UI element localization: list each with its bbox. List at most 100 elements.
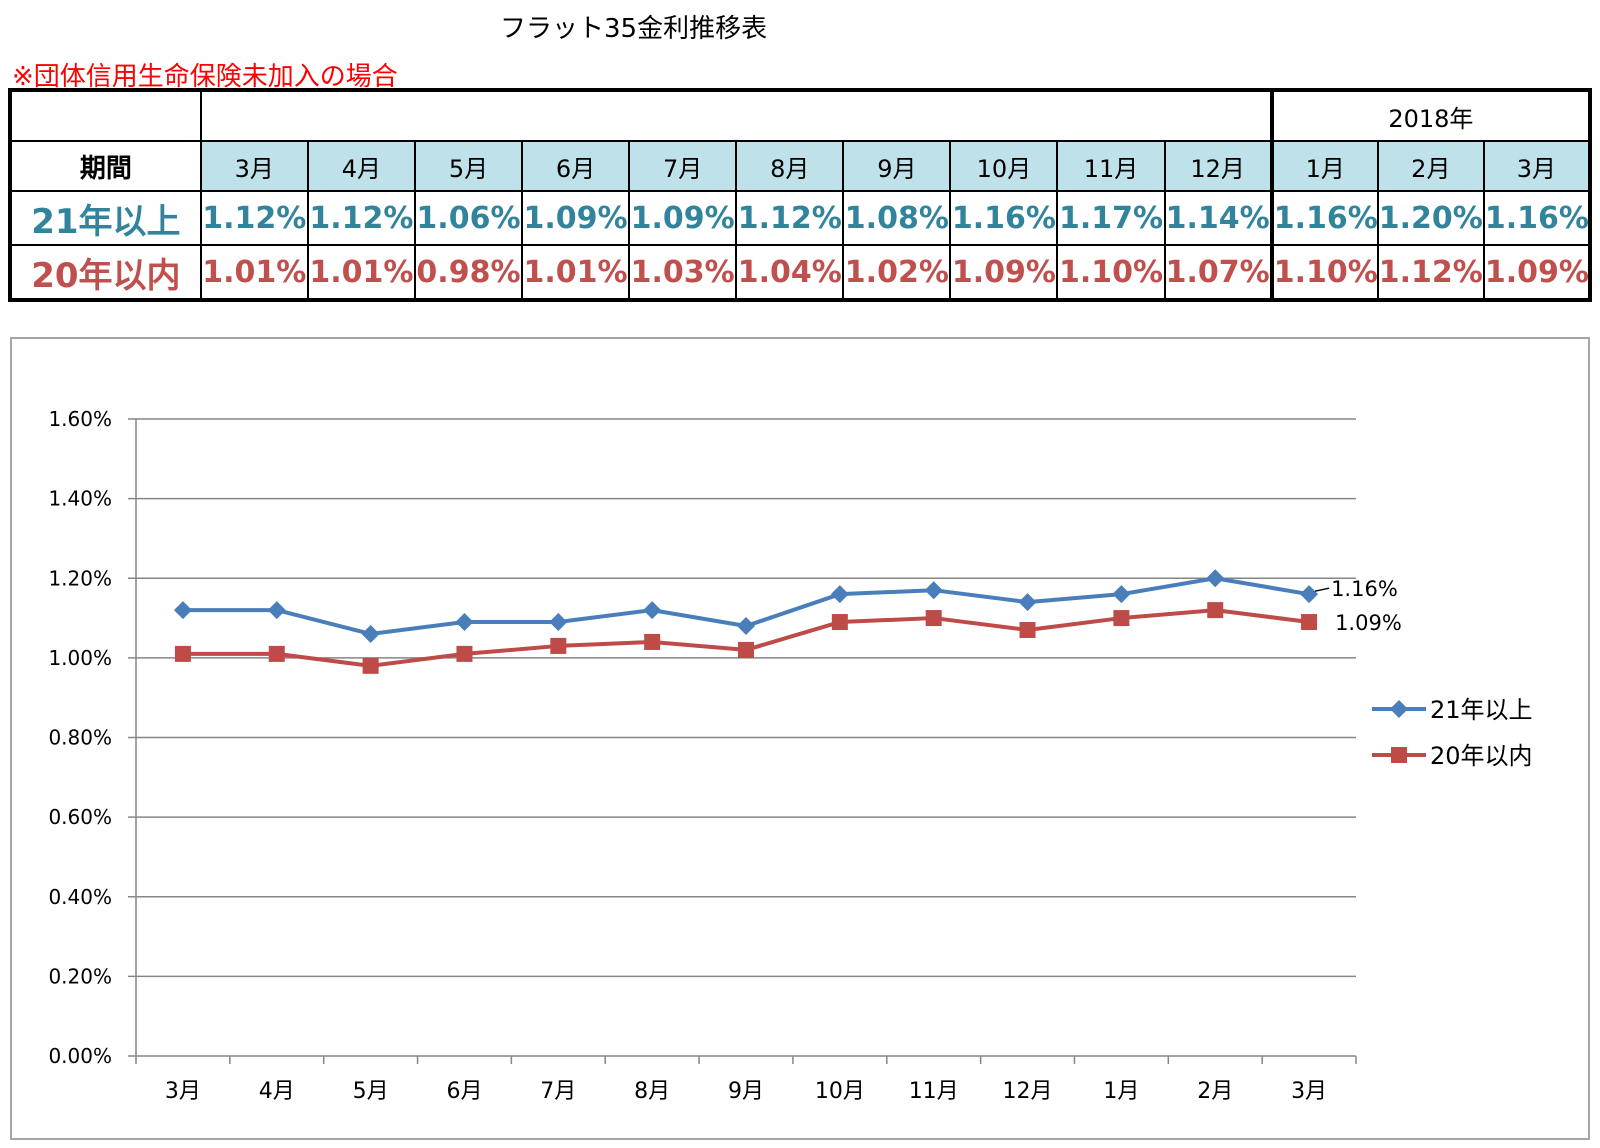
data-point-marker	[1018, 593, 1037, 612]
rate-cell-long-term: 1.12%	[199, 190, 309, 246]
data-point-marker	[643, 601, 662, 620]
row-label-short-term: 20年以内	[9, 244, 202, 301]
rate-cell-long-term: 1.09%	[521, 190, 631, 246]
data-point-marker	[173, 601, 192, 620]
month-row: 期間 3月 4月 5月 6月 7月 8月 9月 10月 11月 12月 1月 2月 3月	[9, 140, 1592, 192]
x-tick-label: 5月	[353, 1079, 389, 1104]
rate-cell-long-term: 1.12%	[306, 190, 416, 246]
month-header-cell: 7月	[628, 140, 738, 192]
data-point-marker	[830, 585, 849, 604]
month-header-cell: 6月	[521, 140, 631, 192]
table-blank-header	[199, 89, 1273, 142]
x-tick-label: 12月	[1003, 1079, 1053, 1104]
month-header-cell: 9月	[842, 140, 952, 192]
table-corner-cell	[9, 89, 202, 142]
legend-label: 20年以内	[1430, 742, 1533, 770]
y-tick-label: 0.80%	[48, 726, 112, 750]
rate-cell-short-term: 1.01%	[199, 244, 309, 301]
x-tick-label: 11月	[909, 1079, 959, 1104]
data-point-marker	[644, 633, 661, 650]
rate-cell-long-term: 1.08%	[842, 190, 952, 246]
data-point-marker	[549, 613, 568, 632]
data-point-marker	[1113, 610, 1130, 627]
x-tick-label: 8月	[634, 1079, 670, 1104]
rate-table: 2018年 期間 3月 4月 5月 6月 7月 8月 9月 10月 11月 12月 1月 2月 3月 2…	[8, 88, 1592, 302]
y-tick-label: 0.20%	[48, 964, 112, 988]
data-point-marker	[1019, 622, 1036, 639]
y-tick-label: 1.20%	[48, 566, 112, 590]
month-header-cell: 3月	[1482, 140, 1592, 192]
x-tick-label: 1月	[1103, 1079, 1139, 1104]
month-header-cell: 1月	[1269, 140, 1379, 192]
x-tick-label: 3月	[165, 1079, 201, 1104]
data-point-marker	[456, 645, 473, 662]
rate-cell-short-term: 1.12%	[1376, 244, 1485, 301]
rate-cell-short-term: 1.01%	[521, 244, 631, 301]
rate-cell-short-term: 1.03%	[628, 244, 738, 301]
x-tick-label: 3月	[1291, 1079, 1327, 1104]
rate-cell-long-term: 1.20%	[1376, 190, 1485, 246]
month-header-cell: 12月	[1163, 140, 1273, 192]
month-header-cell: 4月	[306, 140, 416, 192]
table-header-row: 2018年	[9, 89, 1592, 142]
data-point-marker	[1112, 585, 1131, 604]
month-header-cell: 8月	[735, 140, 845, 192]
rate-cell-short-term: 1.09%	[1482, 244, 1592, 301]
line-chart: 0.00% 0.20% 0.40% 0.60% 0.80% 1.00% 1.20% 1.40%…	[48, 407, 1533, 1104]
year-header: 2018年	[1269, 89, 1592, 142]
data-point-marker	[268, 645, 285, 662]
data-point-marker	[1206, 569, 1225, 588]
annotation-leader	[1314, 587, 1330, 592]
rate-cell-long-term: 1.16%	[949, 190, 1059, 246]
table-row-short-term: 20年以内 1.01% 1.01% 0.98% 1.01% 1.03% 1.04% 1.02…	[9, 244, 1592, 301]
rate-cell-long-term: 1.12%	[735, 190, 845, 246]
rate-cell-long-term: 1.17%	[1056, 190, 1166, 246]
data-label-long-term: 1.16%	[1331, 577, 1398, 601]
data-point-marker	[1301, 614, 1318, 631]
month-header-cell: 5月	[413, 140, 524, 192]
data-point-marker	[738, 641, 754, 658]
x-tick-label: 7月	[540, 1079, 576, 1104]
legend-marker	[1391, 747, 1407, 763]
month-header-cell: 10月	[949, 140, 1059, 192]
data-point-marker	[924, 581, 943, 600]
data-point-marker	[361, 624, 380, 643]
data-point-marker	[925, 610, 942, 627]
legend-marker	[1390, 700, 1408, 718]
page-title: フラット35金利推移表	[500, 14, 768, 44]
month-header-cell: 11月	[1056, 140, 1166, 192]
rate-cell-short-term: 1.02%	[842, 244, 952, 301]
rate-cell-long-term: 1.14%	[1163, 190, 1273, 246]
data-point-marker	[550, 637, 567, 654]
rate-cell-long-term: 1.16%	[1482, 190, 1592, 246]
rate-cell-long-term: 1.09%	[628, 190, 738, 246]
row-label-long-term: 21年以上	[9, 190, 202, 246]
rate-cell-short-term: 1.01%	[306, 244, 416, 301]
rate-cell-long-term: 1.06%	[413, 190, 524, 246]
rate-cell-short-term: 1.10%	[1269, 244, 1379, 301]
x-tick-label: 6月	[446, 1079, 482, 1104]
x-tick-label: 4月	[259, 1079, 295, 1104]
data-point-marker	[267, 601, 286, 620]
x-tick-label: 9月	[728, 1079, 764, 1104]
y-tick-label: 1.40%	[48, 487, 112, 511]
data-point-marker	[831, 614, 848, 631]
data-point-marker	[362, 657, 379, 674]
data-point-marker	[455, 613, 474, 632]
data-point-marker	[737, 617, 755, 636]
period-label: 期間	[9, 140, 202, 192]
y-tick-label: 0.40%	[48, 885, 112, 909]
x-tick-label: 10月	[815, 1079, 865, 1104]
month-header-cell: 3月	[199, 140, 309, 192]
rate-cell-short-term: 1.07%	[1163, 244, 1273, 301]
chart-area: 0.00% 0.20% 0.40% 0.60% 0.80% 1.00% 1.20% 1.40%…	[10, 337, 1590, 1140]
y-tick-label: 0.00%	[48, 1044, 112, 1068]
rate-cell-short-term: 0.98%	[413, 244, 524, 301]
y-tick-label: 1.00%	[48, 646, 112, 670]
legend-label: 21年以上	[1430, 696, 1533, 724]
rate-cell-short-term: 1.09%	[949, 244, 1059, 301]
data-point-marker	[174, 645, 191, 662]
data-point-marker	[1300, 585, 1319, 604]
note-text: ※団体信用生命保険未加入の場合	[12, 62, 398, 92]
month-header-cell: 2月	[1376, 140, 1485, 192]
